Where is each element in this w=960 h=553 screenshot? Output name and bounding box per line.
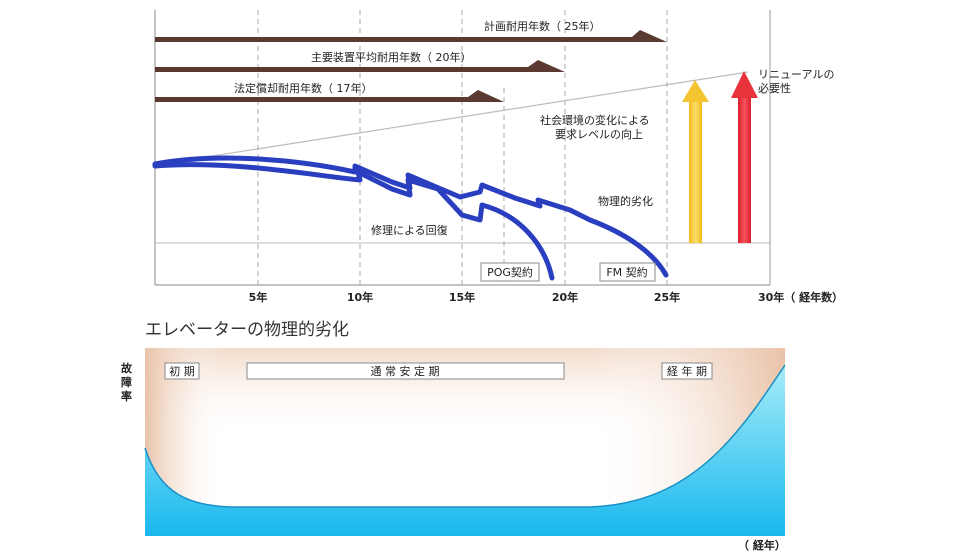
- bar-label: 法定償却耐用年数（ 17年）: [234, 81, 373, 95]
- failure-rate-area: [145, 365, 785, 536]
- phase-stable-label: 通 常 安 定 期: [371, 364, 440, 378]
- phase-early: 初 期: [164, 362, 200, 380]
- x-tick-30: 30年（ 経年数）: [758, 290, 843, 304]
- pog-contract-label: POG契約: [487, 265, 533, 279]
- bottom-chart-title: エレベーターの物理的劣化: [145, 320, 349, 340]
- annotation-social-change-2: 要求レベルの向上: [555, 127, 643, 141]
- phase-aging: 経 年 期: [661, 362, 713, 380]
- deterioration-curve-fm: [152, 155, 669, 278]
- bar-label: 計画耐用年数（ 25年）: [484, 19, 601, 33]
- x-tick-5: 5年: [249, 290, 268, 304]
- x-tick-20: 20年: [552, 290, 578, 304]
- requirement-level-line: [154, 71, 749, 166]
- lifespan-bar-planned: 計画耐用年数（ 25年）: [155, 19, 667, 42]
- top-chart: 5年 10年 15年 20年 25年 30年（ 経年数） 計画耐用年数（ 25年…: [152, 10, 843, 304]
- fm-contract-box: FM 契約: [599, 262, 656, 282]
- x-tick-10: 10年: [347, 290, 373, 304]
- lifespan-bar-legal-depreciation: 法定償却耐用年数（ 17年）: [155, 81, 504, 102]
- annotation-social-change-1: 社会環境の変化による: [540, 113, 650, 127]
- bathtub-chart: 故 障 率 初 期 通 常 安 定 期 経 年 期 （ 経年）: [121, 348, 786, 552]
- annotation-physical-deterioration: 物理的劣化: [598, 194, 653, 208]
- y-label-char-2: 障: [121, 375, 132, 389]
- bar-shape: [155, 60, 565, 72]
- failure-rate-curve: [144, 364, 786, 508]
- x-label-elapsed: （ 経年）: [738, 538, 786, 552]
- x-tick-15: 15年: [449, 290, 475, 304]
- red-arrow: [731, 71, 758, 243]
- gridlines: [257, 10, 668, 285]
- pog-contract-box: POG契約: [480, 262, 540, 282]
- bar-shape: [155, 90, 504, 102]
- phase-aging-label: 経 年 期: [667, 364, 707, 378]
- bar-label: 主要装置平均耐用年数（ 20年）: [311, 50, 472, 64]
- annotation-repair-recovery: 修理による回復: [371, 223, 448, 237]
- yellow-arrow: [682, 80, 709, 243]
- deterioration-curve-pog: [152, 162, 555, 281]
- fm-contract-label: FM 契約: [606, 265, 647, 279]
- bar-shape: [155, 30, 667, 42]
- lifespan-bar-major-equipment: 主要装置平均耐用年数（ 20年）: [155, 50, 565, 72]
- y-label-char-1: 故: [121, 361, 133, 375]
- y-label-char-3: 率: [121, 389, 132, 403]
- annotation-renewal-1: リニューアルの: [758, 68, 834, 81]
- annotation-renewal-2: 必要性: [758, 81, 791, 95]
- x-tick-25: 25年: [654, 290, 680, 304]
- phase-early-label: 初 期: [169, 364, 195, 378]
- phase-stable: 通 常 安 定 期: [246, 362, 565, 380]
